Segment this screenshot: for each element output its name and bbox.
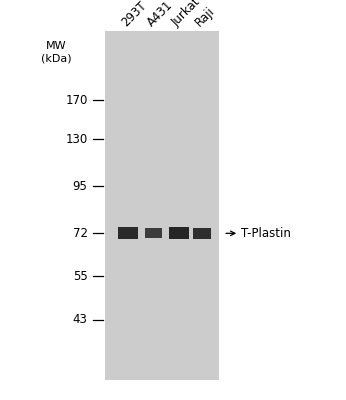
Text: MW
(kDa): MW (kDa): [41, 41, 71, 64]
FancyBboxPatch shape: [118, 228, 138, 239]
FancyBboxPatch shape: [145, 228, 163, 238]
FancyBboxPatch shape: [105, 32, 219, 380]
FancyBboxPatch shape: [169, 228, 189, 239]
Text: 130: 130: [65, 133, 88, 146]
Text: Raji: Raji: [193, 5, 217, 30]
Text: A431: A431: [145, 0, 175, 30]
FancyBboxPatch shape: [193, 228, 211, 239]
Text: 55: 55: [73, 270, 88, 283]
Text: T-Plastin: T-Plastin: [242, 227, 291, 240]
Text: 170: 170: [65, 94, 88, 106]
Text: 43: 43: [73, 313, 88, 326]
Text: 293T: 293T: [119, 0, 149, 30]
Text: Jurkat: Jurkat: [170, 0, 203, 30]
Text: 72: 72: [73, 227, 88, 240]
Text: 95: 95: [73, 180, 88, 193]
